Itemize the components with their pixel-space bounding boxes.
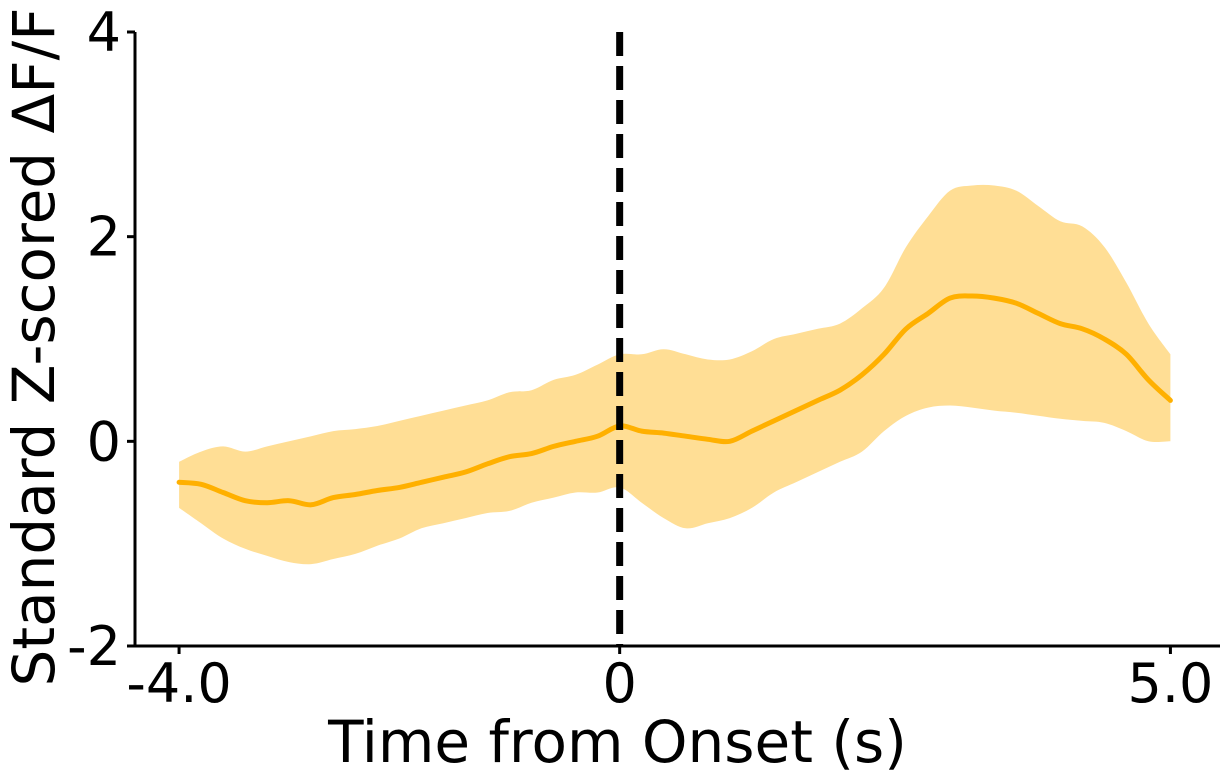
plot-area [176, 32, 1173, 646]
confidence-band [179, 184, 1171, 565]
x-axis-label: Time from Onset (s) [327, 708, 907, 776]
y-axis-label: Standard Z-scored ΔF/F [0, 8, 68, 687]
y-tick-label: 4 [87, 1, 121, 64]
x-tick-label: 0 [602, 652, 636, 715]
x-tick-label: 5.0 [1127, 652, 1213, 715]
mean-trace-line [176, 293, 1173, 508]
x-axis-ticks: -4.0 0 5.0 [126, 646, 1213, 715]
y-axis-ticks: -2 0 2 4 [67, 1, 135, 678]
x-tick-label: -4.0 [126, 652, 231, 715]
y-tick-label: -2 [67, 615, 121, 678]
y-tick-label: 0 [87, 410, 121, 473]
y-tick-label: 2 [87, 206, 121, 269]
